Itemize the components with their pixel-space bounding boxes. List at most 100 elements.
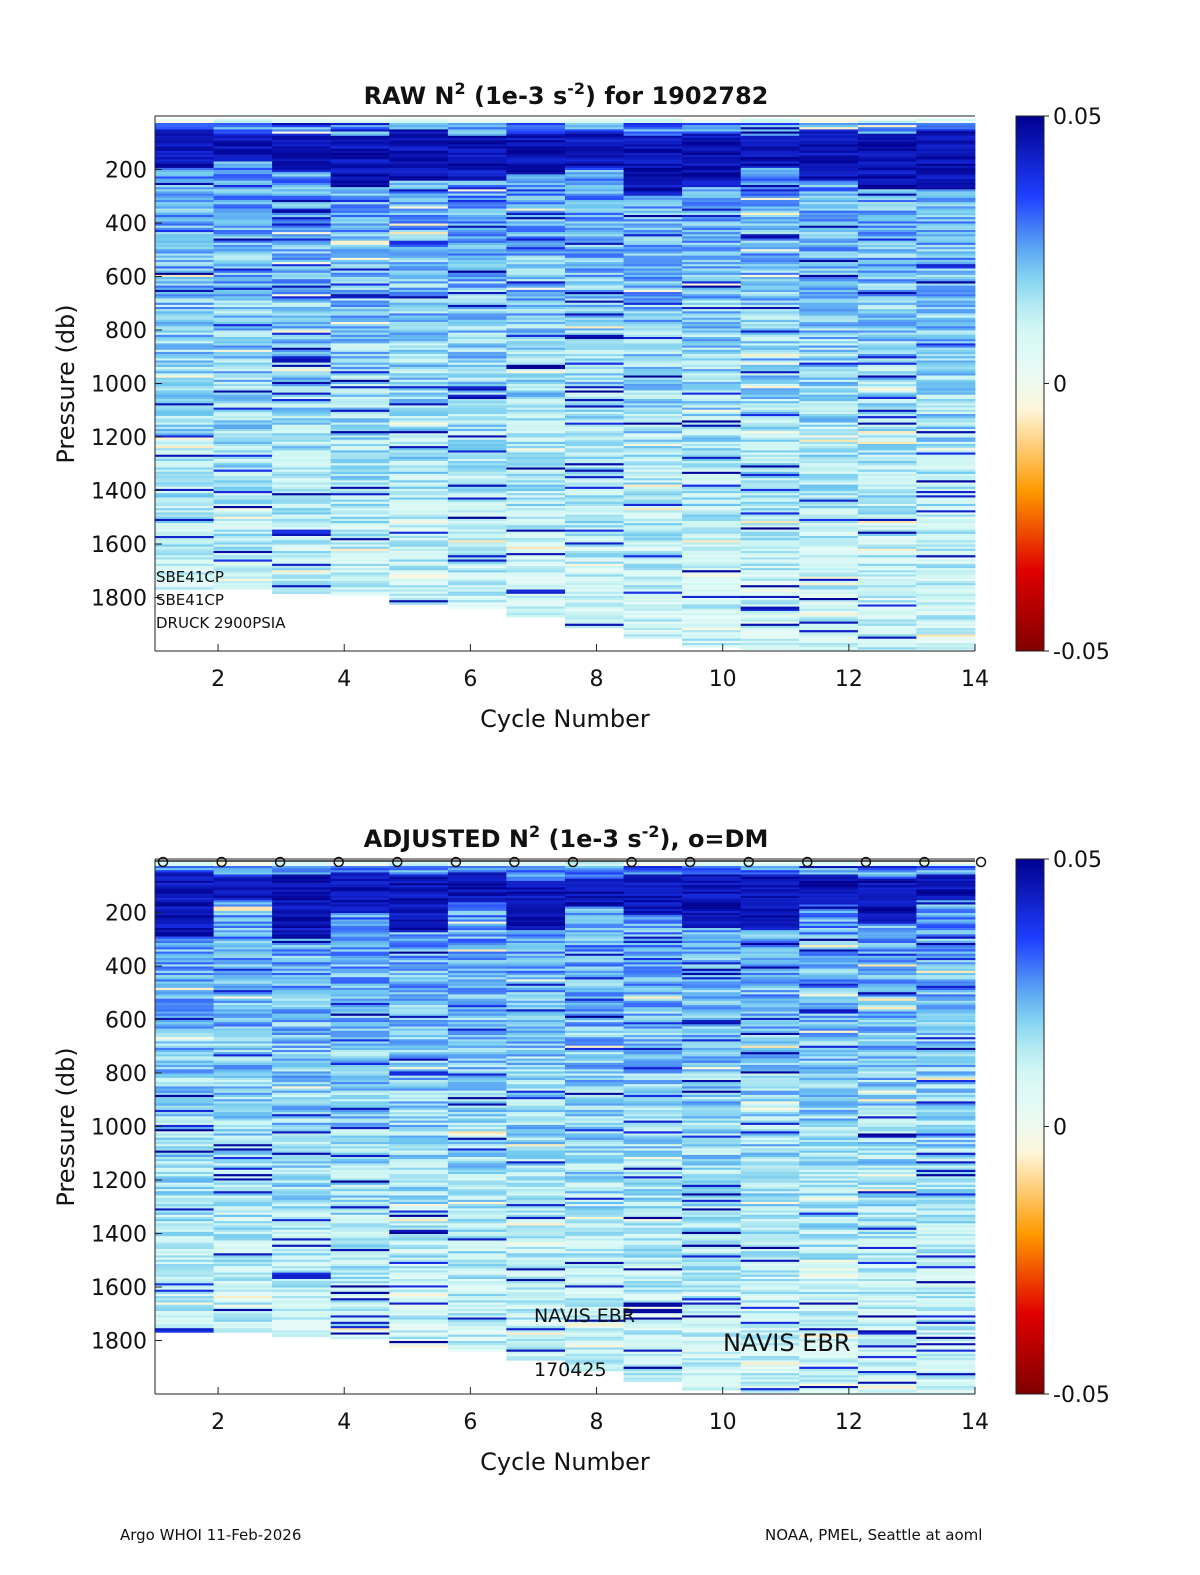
pressure-cell xyxy=(272,456,332,460)
pressure-cell xyxy=(447,242,507,246)
pressure-cell xyxy=(213,1082,273,1085)
pressure-cell xyxy=(447,968,507,972)
pressure-cell xyxy=(565,889,624,892)
pressure-cell xyxy=(740,366,800,370)
pressure-cell xyxy=(213,279,273,282)
pressure-cell xyxy=(155,401,214,404)
pressure-cell xyxy=(447,1071,507,1074)
pressure-cell xyxy=(623,506,683,509)
pressure-cell xyxy=(389,1118,449,1121)
pressure-cell xyxy=(799,396,859,400)
pressure-cell xyxy=(506,885,566,888)
pressure-cell xyxy=(682,257,742,261)
pressure-cell xyxy=(506,317,566,321)
pressure-cell xyxy=(799,508,859,511)
pressure-cell xyxy=(272,289,332,293)
pressure-cell xyxy=(799,388,859,391)
pressure-cell xyxy=(682,345,742,348)
pressure-cell xyxy=(506,917,566,920)
pressure-cell xyxy=(916,536,976,539)
pressure-cell xyxy=(213,1204,273,1207)
pressure-cell xyxy=(916,435,976,438)
pressure-cell xyxy=(213,1024,273,1027)
pressure-cell xyxy=(799,559,859,562)
pressure-cell xyxy=(389,206,449,209)
pressure-cell xyxy=(799,521,859,524)
pressure-cell xyxy=(623,339,683,342)
pressure-cell xyxy=(213,1315,273,1318)
pressure-cell xyxy=(330,874,390,877)
pressure-cell xyxy=(740,403,800,406)
pressure-cell xyxy=(857,386,917,389)
pressure-cell xyxy=(155,120,214,124)
pressure-cell xyxy=(213,379,273,383)
pressure-cell xyxy=(565,328,624,331)
pressure-cell xyxy=(213,1206,273,1209)
pressure-cell xyxy=(389,966,449,969)
pressure-cell xyxy=(447,1116,507,1119)
pressure-cell xyxy=(330,1005,390,1008)
pressure-cell xyxy=(447,144,507,147)
pressure-cell xyxy=(447,170,507,173)
pressure-cell xyxy=(272,587,332,590)
pressure-cell xyxy=(272,1086,332,1089)
pressure-cell xyxy=(565,401,624,404)
pressure-cell xyxy=(740,142,800,145)
pressure-cell xyxy=(682,414,742,417)
pressure-cell xyxy=(506,227,566,231)
pressure-cell xyxy=(447,587,507,590)
pressure-cell xyxy=(272,1253,332,1256)
pressure-cell xyxy=(506,1287,566,1290)
pressure-cell xyxy=(389,923,449,927)
pressure-cell xyxy=(155,878,214,882)
pressure-cell xyxy=(272,934,332,937)
pressure-cell xyxy=(272,1122,332,1126)
pressure-cell xyxy=(155,317,214,321)
pressure-cell xyxy=(623,319,683,323)
pressure-cell xyxy=(506,987,566,991)
pressure-cell xyxy=(389,868,449,871)
pressure-cell xyxy=(799,294,859,297)
pressure-cell xyxy=(447,191,507,194)
pressure-cell xyxy=(213,1178,273,1181)
pressure-cell xyxy=(330,885,390,888)
pressure-cell xyxy=(740,264,800,267)
pressure-cell xyxy=(506,523,566,526)
pressure-cell xyxy=(623,317,683,321)
pressure-cell xyxy=(389,1086,449,1089)
pressure-cell xyxy=(389,137,449,141)
pressure-cell xyxy=(330,574,390,577)
pressure-cell xyxy=(857,497,917,500)
pressure-cell xyxy=(389,225,449,229)
pressure-cell xyxy=(857,187,917,190)
pressure-cell xyxy=(330,529,390,532)
pressure-cell xyxy=(213,1026,273,1029)
pressure-cell xyxy=(799,570,859,573)
pressure-cell xyxy=(682,311,742,314)
pressure-cell xyxy=(389,253,449,256)
pressure-cell xyxy=(389,337,449,340)
pressure-cell xyxy=(740,557,800,560)
pressure-cell xyxy=(565,236,624,239)
pressure-cell xyxy=(213,1129,273,1132)
cycle-column xyxy=(623,118,683,639)
pressure-cell xyxy=(272,379,332,383)
pressure-cell xyxy=(506,125,566,128)
pressure-cell xyxy=(799,484,859,487)
pressure-cell xyxy=(799,643,859,646)
pressure-cell xyxy=(213,189,273,192)
pressure-cell xyxy=(447,473,507,477)
pressure-cell xyxy=(213,375,273,378)
pressure-cell xyxy=(447,1176,507,1179)
pressure-cell xyxy=(389,1287,449,1290)
pressure-cell xyxy=(389,304,449,308)
pressure-cell xyxy=(389,943,449,946)
pressure-cell xyxy=(155,1169,214,1173)
pressure-cell xyxy=(155,426,214,430)
pressure-cell xyxy=(506,1311,566,1314)
pressure-cell xyxy=(155,473,214,477)
pressure-cell xyxy=(565,281,624,284)
pressure-cell xyxy=(213,900,273,903)
pressure-cell xyxy=(857,473,917,477)
pressure-cell xyxy=(565,424,624,428)
